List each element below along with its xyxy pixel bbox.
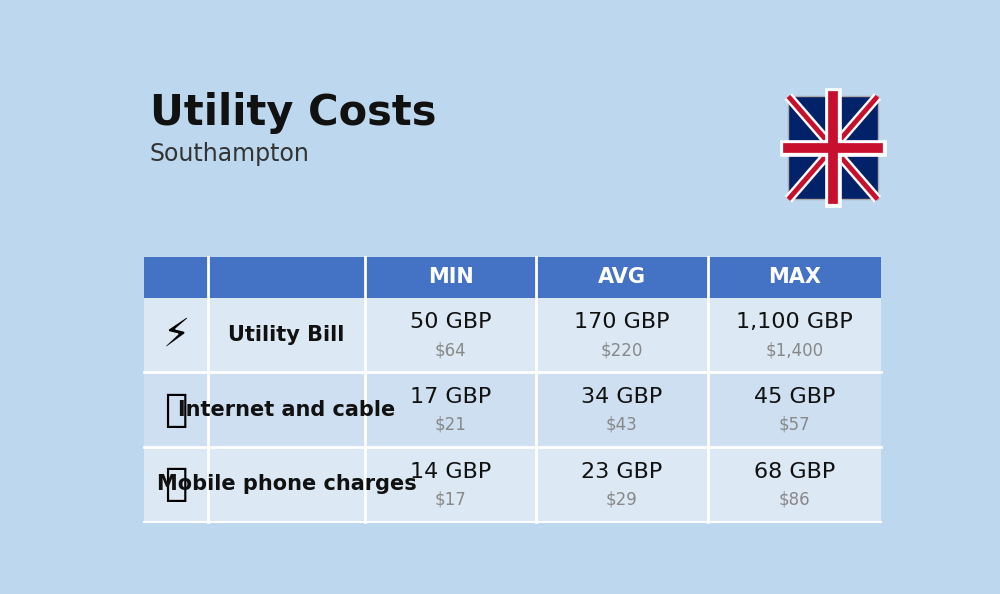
Text: MIN: MIN [428,267,473,287]
Text: Utility Bill: Utility Bill [228,325,345,345]
Text: 1,100 GBP: 1,100 GBP [736,312,853,332]
Text: AVG: AVG [598,267,646,287]
Text: Mobile phone charges: Mobile phone charges [157,475,416,494]
Bar [144,447,881,522]
Text: $29: $29 [606,491,638,508]
Text: 68 GBP: 68 GBP [754,462,835,482]
Bar [144,257,881,298]
Text: 170 GBP: 170 GBP [574,312,670,332]
Text: $1,400: $1,400 [765,341,823,359]
Bar [144,372,881,447]
Text: $21: $21 [435,416,466,434]
Text: ⚡: ⚡ [163,316,190,354]
Text: 45 GBP: 45 GBP [754,387,835,407]
Text: 50 GBP: 50 GBP [410,312,491,332]
Text: Internet and cable: Internet and cable [178,400,395,420]
Text: 📱: 📱 [164,466,188,504]
Text: Utility Costs: Utility Costs [150,92,436,134]
Bar [788,96,878,200]
Text: 34 GBP: 34 GBP [581,387,662,407]
Text: $43: $43 [606,416,638,434]
Text: $220: $220 [601,341,643,359]
Text: $64: $64 [435,341,466,359]
Text: $86: $86 [778,491,810,508]
Text: $57: $57 [778,416,810,434]
Text: $17: $17 [435,491,466,508]
Text: 23 GBP: 23 GBP [581,462,662,482]
Text: MAX: MAX [768,267,821,287]
Bar [144,298,881,372]
Text: 17 GBP: 17 GBP [410,387,491,407]
Text: 14 GBP: 14 GBP [410,462,491,482]
Text: 📶: 📶 [164,391,188,429]
Text: Southampton: Southampton [150,142,310,166]
